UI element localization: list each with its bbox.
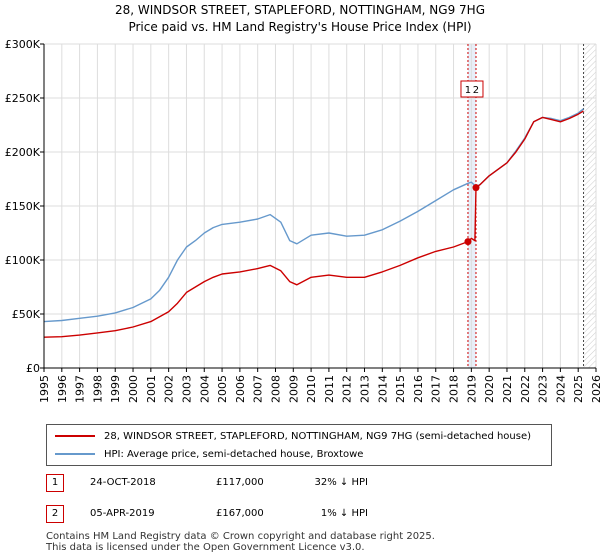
x-tick-label: 2023 [537,375,550,403]
x-tick-label: 2007 [252,375,265,403]
annotation-label: 2 [473,85,479,96]
transaction-price: £117,000 [216,477,264,488]
x-tick-label: 2008 [269,375,282,403]
transaction-date: 24-OCT-2018 [90,477,156,488]
transaction-hpi-diff: 32% ↓ HPI [314,477,368,488]
x-tick-label: 2000 [127,375,140,403]
y-tick-label: £150K [5,200,41,213]
y-tick-label: £200K [5,146,41,159]
legend-item-hpi: HPI: Average price, semi-detached house,… [55,446,363,462]
x-tick-label: 2025 [572,375,585,403]
transaction-price: £167,000 [216,508,264,519]
x-tick-label: 2019 [465,375,478,403]
chart-subtitle: Price paid vs. HM Land Registry's House … [128,20,472,34]
x-tick-label: 1998 [91,375,104,403]
annotation-box [460,80,484,98]
transaction-number-badge: 1 [46,474,64,492]
x-tick-label: 2024 [554,375,567,403]
x-tick-label: 2015 [394,375,407,403]
transaction-row: 2 05-APR-2019 £167,000 1% ↓ HPI [46,505,576,523]
x-tick-label: 1995 [38,375,51,403]
x-tick-label: 2004 [198,375,211,403]
x-tick-label: 2009 [287,375,300,403]
y-tick-label: £0 [26,362,40,375]
legend-swatch-hpi [55,453,95,455]
x-tick-label: 2002 [163,375,176,403]
y-tick-label: £300K [5,38,41,51]
transaction-date: 05-APR-2019 [90,508,155,519]
sale-point [472,184,480,192]
x-tick-label: 2011 [323,375,336,403]
x-tick-label: 2003 [180,375,193,403]
x-tick-label: 2013 [359,375,372,403]
x-tick-label: 2022 [519,375,532,403]
x-tick-label: 2012 [341,375,354,403]
x-tick-label: 2006 [234,375,247,403]
x-tick-label: 1997 [74,375,87,403]
x-tick-label: 1999 [109,375,122,403]
y-tick-label: £100K [5,254,41,267]
sale-point [464,238,472,246]
legend-label-hpi: HPI: Average price, semi-detached house,… [104,448,364,460]
transaction-number-badge: 2 [46,505,64,523]
x-tick-label: 2014 [376,375,389,403]
x-tick-label: 2026 [590,375,600,403]
price-chart: 1 2 £0 £50K £100K £150K £200K £250K £300K 1995 199… [5,38,600,403]
x-tick-label: 1996 [56,375,69,403]
chart-legend: 28, WINDSOR STREET, STAPLEFORD, NOTTINGH… [46,424,552,466]
y-tick-label: £250K [5,92,41,105]
annotation-label: 1 [465,85,471,96]
x-tick-label: 2010 [305,375,318,403]
transaction-hpi-diff: 1% ↓ HPI [320,508,368,519]
legend-label-property: 28, WINDSOR STREET, STAPLEFORD, NOTTINGH… [104,430,532,442]
x-tick-label: 2020 [483,375,496,403]
x-tick-label: 2018 [448,375,461,403]
y-tick-label: £50K [12,308,41,321]
footer-copyright: Contains HM Land Registry data © Crown c… [46,531,435,542]
chart-title-address: 28, WINDSOR STREET, STAPLEFORD, NOTTINGH… [114,3,485,17]
x-tick-label: 2016 [412,375,425,403]
x-tick-label: 2021 [501,375,514,403]
x-tick-label: 2017 [430,375,443,403]
x-tick-label: 2005 [216,375,229,403]
footer-license: This data is licensed under the Open Gov… [46,542,365,553]
transaction-row: 1 24-OCT-2018 £117,000 32% ↓ HPI [46,474,576,492]
series-line-property [43,110,584,338]
legend-swatch-property [55,435,95,437]
x-tick-label: 2001 [145,375,158,403]
legend-item-property: 28, WINDSOR STREET, STAPLEFORD, NOTTINGH… [55,428,531,444]
